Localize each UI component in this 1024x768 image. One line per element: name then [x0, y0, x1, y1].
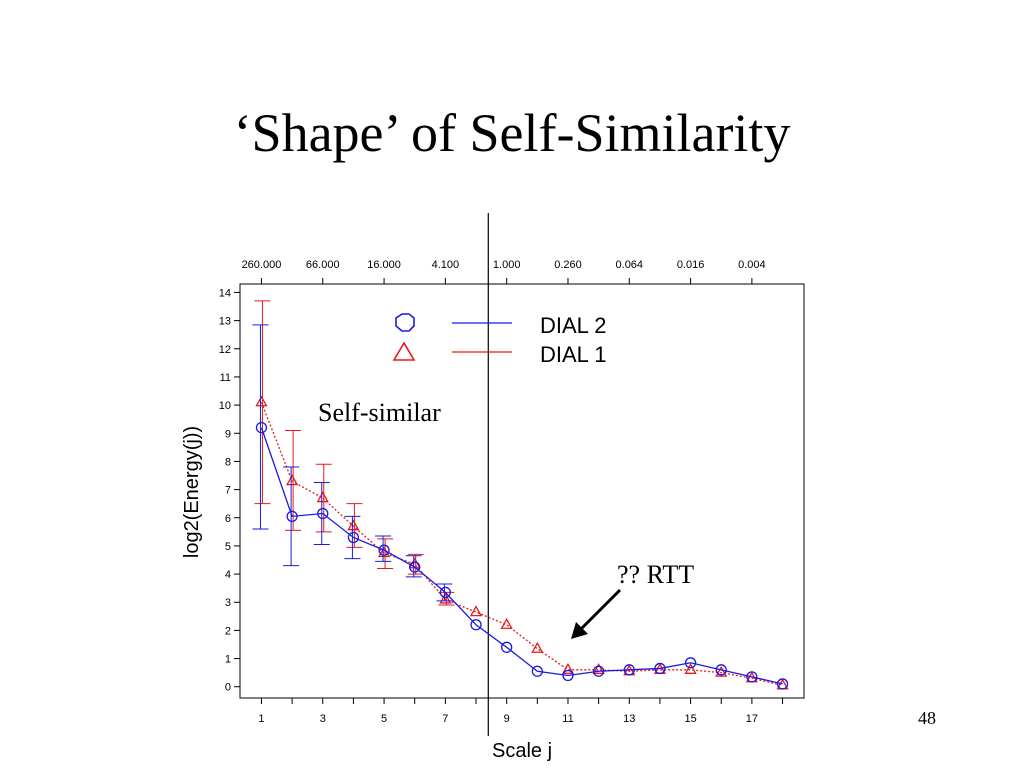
- page-number: 48: [918, 708, 936, 728]
- y-tick-label: 5: [225, 541, 231, 553]
- dial2-point: [654, 662, 666, 675]
- legend: DIAL 2 DIAL 1: [392, 313, 606, 367]
- legend-dial1-triangle-marker: [392, 341, 416, 361]
- plot-frame: [239, 283, 805, 699]
- self-similar-annotation: Self-similar: [318, 398, 441, 427]
- dial1-point: [561, 662, 575, 674]
- top-axis-label: 16.000: [367, 259, 401, 271]
- top-axis-label: 260.000: [242, 259, 282, 271]
- y-tick-label: 3: [225, 597, 231, 609]
- dial2-point: [684, 657, 697, 669]
- dial2-point: [746, 671, 758, 683]
- top-axis-label: 1.000: [493, 259, 521, 271]
- y-tick-label: 13: [219, 316, 231, 328]
- x-axis-title: Scale j: [492, 740, 552, 762]
- y-tick-label: 11: [220, 372, 231, 384]
- dial2-point: [317, 507, 329, 520]
- dial1-point: [347, 519, 360, 531]
- dial2-point: [531, 665, 543, 677]
- dial1-point: [286, 474, 299, 486]
- y-tick-label: 6: [225, 513, 231, 525]
- dial1-point: [316, 491, 329, 503]
- legend-dial2-label: DIAL 2: [540, 313, 606, 338]
- dial2-point: [378, 544, 390, 556]
- y-tick-label: 7: [225, 485, 231, 497]
- dial1-series-line: [260, 402, 783, 686]
- legend-dial2-circle-marker: [395, 313, 415, 332]
- dial1-point: [500, 617, 513, 629]
- dial2-point: [439, 586, 452, 599]
- dial2-point: [347, 531, 360, 544]
- y-tick-label: 10: [219, 400, 231, 412]
- x-tick-label: 1: [258, 713, 264, 725]
- y-tick-label: 1: [225, 654, 231, 666]
- y-tick-label: 14: [219, 287, 231, 299]
- top-axis-label: 4.100: [432, 259, 460, 271]
- dial1-point: [469, 605, 483, 617]
- dial2-point: [286, 510, 298, 522]
- x-tick-label: 3: [320, 713, 326, 725]
- y-tick-label: 12: [219, 344, 231, 356]
- dial1-point: [255, 395, 268, 407]
- series-layer: [252, 300, 789, 690]
- rtt-annotation: ?? RTT: [617, 560, 694, 589]
- x-tick-label: 11: [562, 713, 573, 725]
- y-tick-label: 8: [225, 456, 231, 468]
- x-tick-label: 15: [684, 713, 696, 725]
- dial1-point: [439, 592, 452, 604]
- dial2-point: [715, 664, 727, 676]
- y-tick-label: 2: [225, 625, 231, 637]
- top-axis-label: 66.000: [306, 259, 340, 271]
- dial2-point: [562, 669, 574, 682]
- rtt-arrow-shaft: [578, 588, 622, 632]
- x-tick-label: 17: [746, 713, 758, 725]
- top-axis-label: 0.260: [554, 259, 582, 271]
- y-tick-label: 4: [225, 569, 231, 581]
- dial2-point: [592, 665, 605, 677]
- top-axis-label: 0.004: [738, 259, 766, 271]
- rtt-arrow-head: [571, 622, 588, 639]
- x-tick-label: 5: [381, 713, 387, 725]
- slide-title: ‘Shape’ of Self-Similarity: [233, 103, 791, 163]
- dial2-point: [501, 641, 513, 653]
- dial1-point: [684, 662, 697, 674]
- x-tick-label: 7: [442, 713, 448, 725]
- y-tick-label: 0: [225, 682, 231, 694]
- dial2-point: [255, 421, 268, 434]
- dial2-point: [776, 678, 789, 690]
- top-axis-label: 0.016: [677, 259, 705, 271]
- dial1-point: [592, 662, 605, 674]
- top-axis-label: 0.064: [616, 259, 644, 271]
- dial2-series-line: [260, 427, 783, 685]
- y-tick-label: 9: [225, 428, 231, 440]
- dial2-point: [409, 561, 421, 573]
- x-tick-label: 13: [623, 713, 635, 725]
- dial2-point: [470, 619, 482, 631]
- dial2-point: [623, 664, 635, 676]
- dial1-point: [531, 641, 544, 653]
- y-axis-title: log2(Energy(j)): [181, 426, 203, 558]
- x-tick-label: 9: [504, 713, 510, 725]
- legend-dial1-label: DIAL 1: [540, 342, 606, 367]
- dial1-point: [715, 665, 728, 677]
